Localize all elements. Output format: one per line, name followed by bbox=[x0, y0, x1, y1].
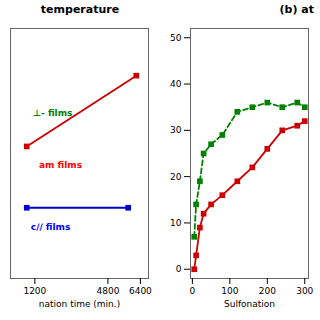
svg-text:40: 40 bbox=[170, 79, 182, 89]
svg-text:4800: 4800 bbox=[96, 286, 119, 296]
svg-text:am films: am films bbox=[39, 160, 82, 170]
html-text:temperature: temperature bbox=[40, 3, 120, 16]
html-text:(b) at: (b) at bbox=[279, 3, 314, 16]
svg-text:100: 100 bbox=[221, 286, 238, 296]
svg-text:1200: 1200 bbox=[23, 286, 46, 296]
svg-text:10: 10 bbox=[170, 218, 182, 228]
svg-text:Sulfonation: Sulfonation bbox=[224, 299, 275, 309]
svg-text:50: 50 bbox=[170, 33, 182, 43]
svg-text:200: 200 bbox=[259, 286, 276, 296]
svg-text:0: 0 bbox=[190, 286, 196, 296]
svg-text:⊥- films: ⊥- films bbox=[33, 108, 73, 118]
svg-text:30: 30 bbox=[170, 125, 182, 135]
svg-text:300: 300 bbox=[296, 286, 313, 296]
svg-text:c∕∕ films: c∕∕ films bbox=[31, 221, 71, 231]
svg-text:0: 0 bbox=[176, 264, 182, 274]
svg-text:6400: 6400 bbox=[129, 286, 152, 296]
svg-text:nation time (min.): nation time (min.) bbox=[39, 299, 120, 309]
svg-text:20: 20 bbox=[170, 172, 182, 182]
